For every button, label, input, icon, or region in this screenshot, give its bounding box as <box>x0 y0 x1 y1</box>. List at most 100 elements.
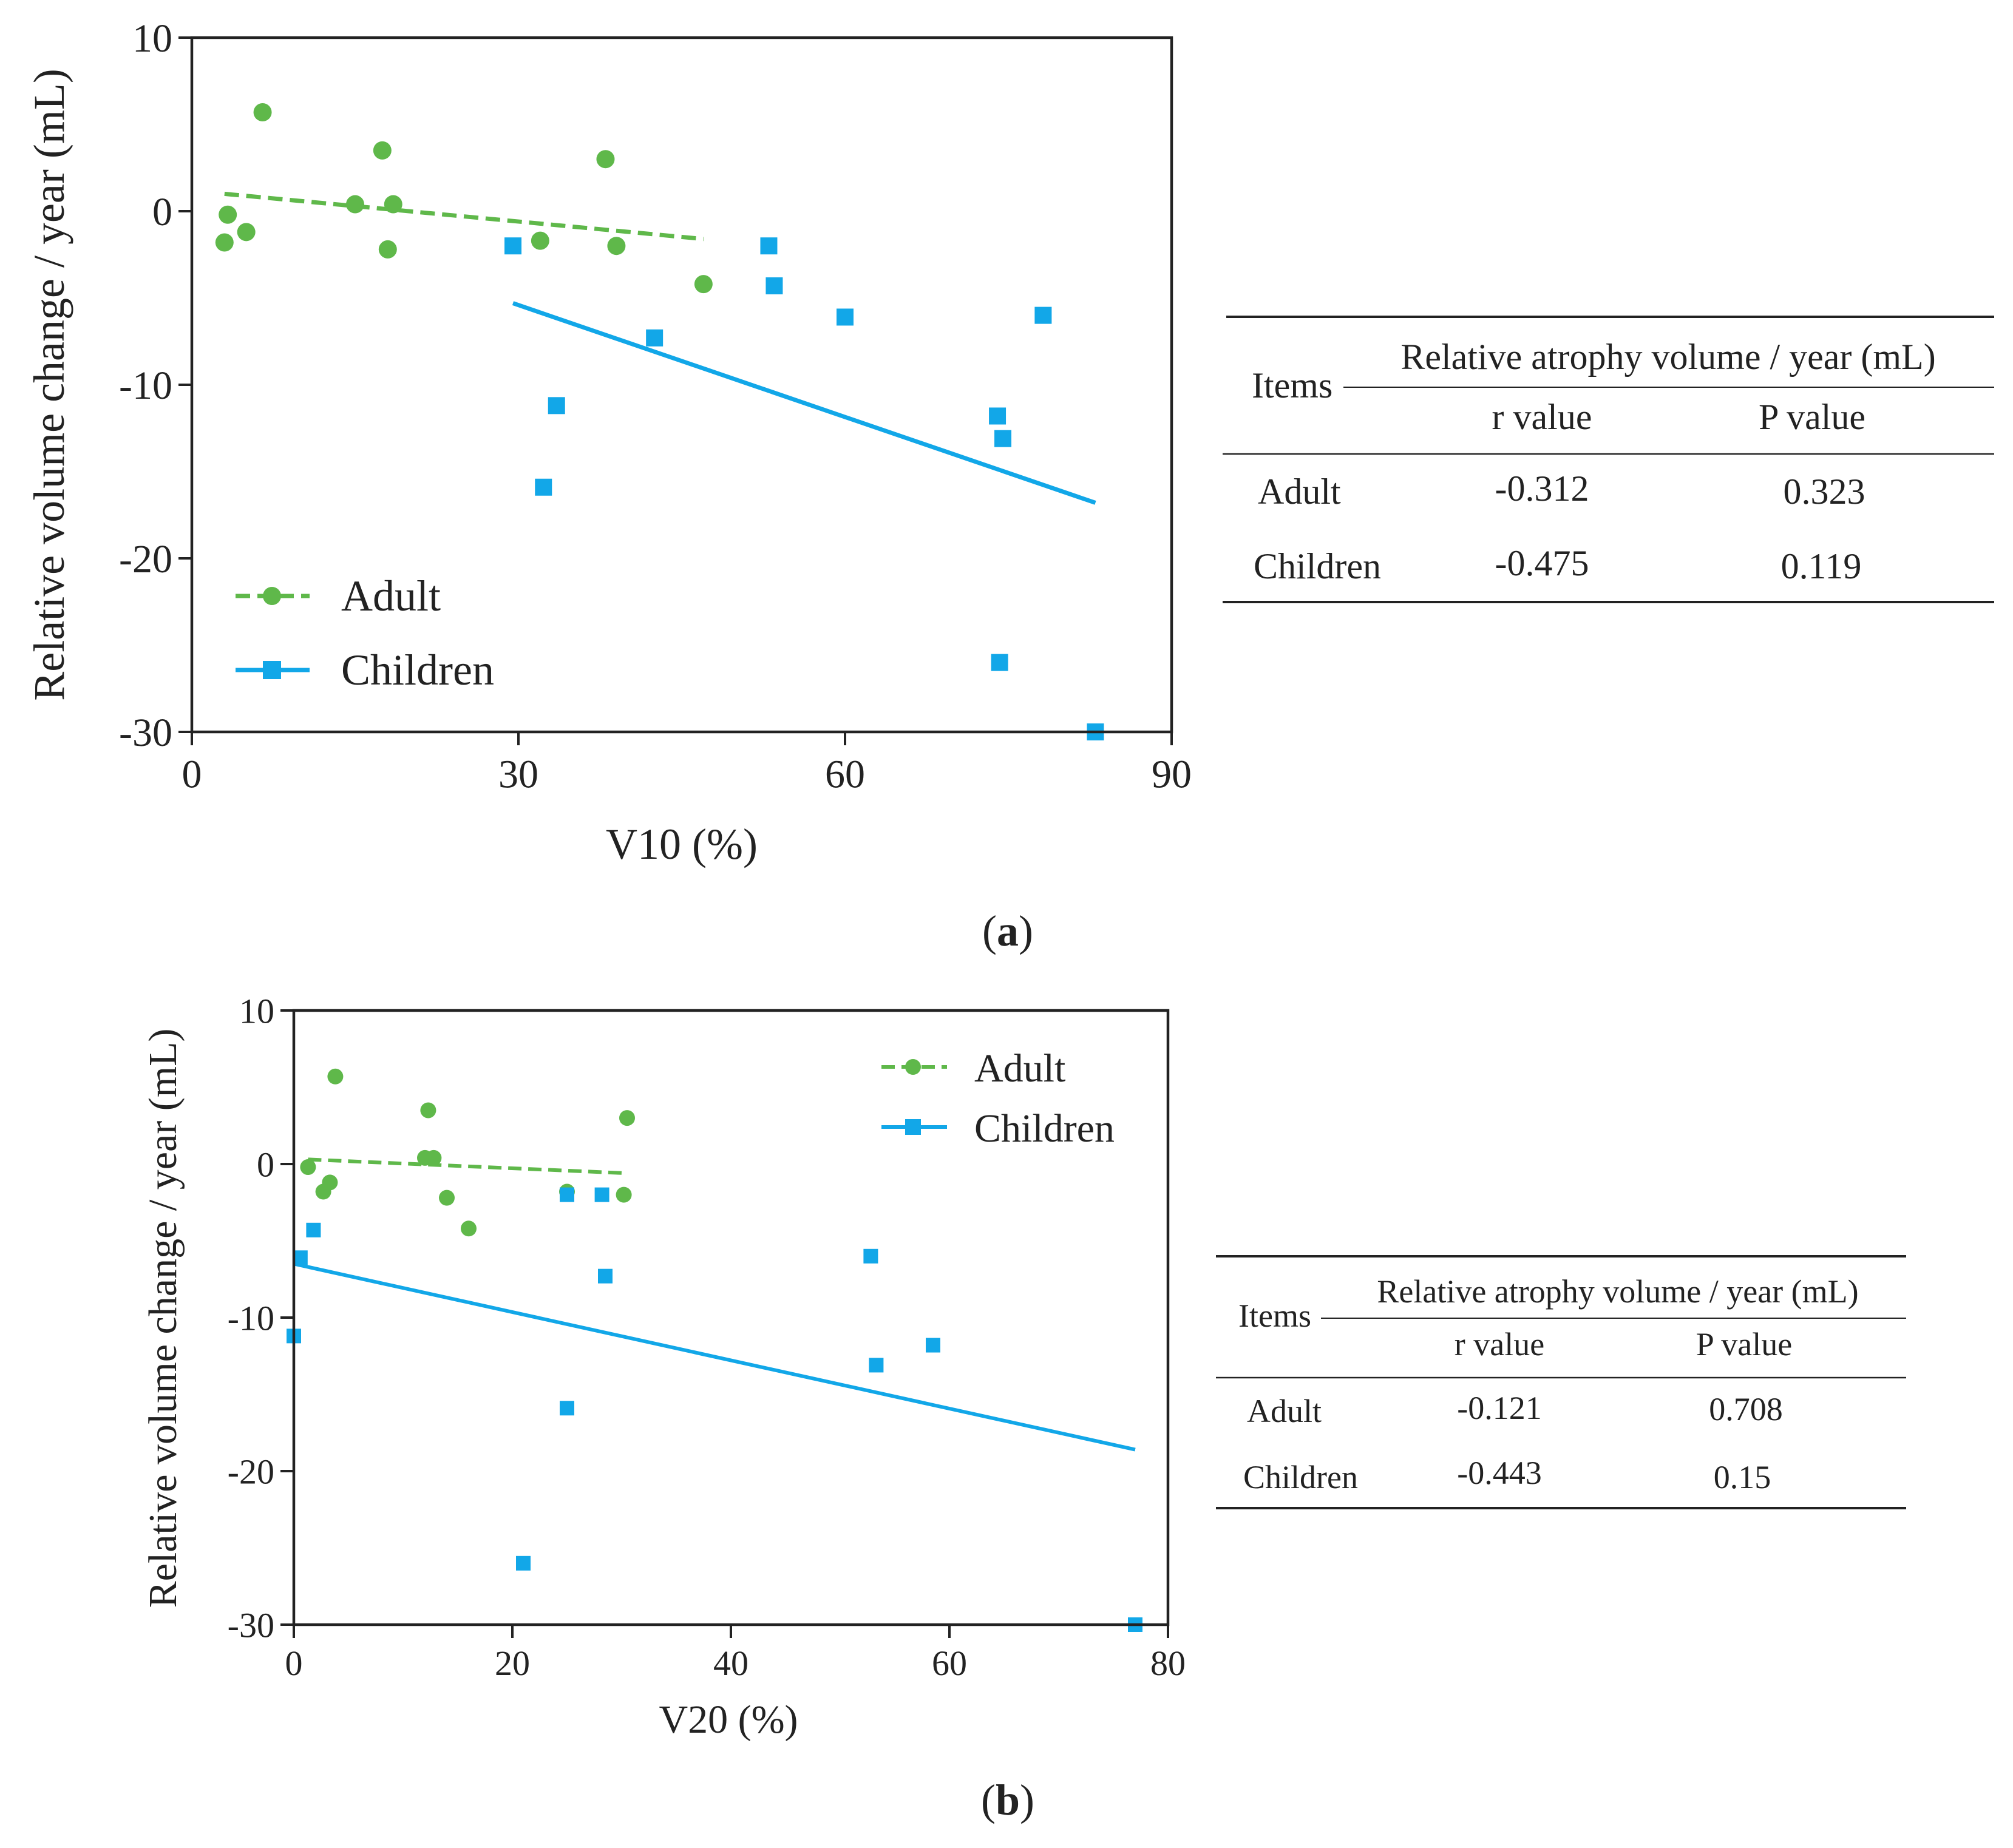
children-fit-line <box>512 301 1096 505</box>
panel-b-label: (b) <box>981 1776 1034 1824</box>
adult-point <box>378 240 397 259</box>
adult-point <box>531 231 549 250</box>
children-point <box>548 397 565 415</box>
table-a: Items Relative atrophy volume / year (mL… <box>1223 316 1994 603</box>
y-tick-label: -20 <box>119 537 172 581</box>
children-point <box>535 478 552 496</box>
table-a-row1-r: -0.312 <box>1495 469 1589 509</box>
table-b-row1-name: Adult <box>1247 1393 1322 1429</box>
adult-point <box>237 223 256 242</box>
adult-point <box>616 1186 632 1203</box>
adult-point <box>215 233 234 252</box>
y-tick-label: -20 <box>228 1452 274 1491</box>
panel-a: 0 30 60 90 -30 -20 -10 0 10 V10 (%) Relative vol… <box>25 16 1994 955</box>
y-tick-label: 0 <box>257 1145 274 1184</box>
table-b-row1-p: 0.708 <box>1709 1391 1783 1427</box>
legend-b-children-label: Children <box>974 1106 1115 1151</box>
adult-point <box>439 1190 455 1206</box>
table-b-row2-name: Children <box>1243 1459 1358 1495</box>
adult-point <box>607 237 626 256</box>
x-tick-label: 40 <box>713 1643 749 1683</box>
plot-a-ylabel: Relative volume change / year (mL) <box>25 69 73 701</box>
y-tick-label: -10 <box>119 364 172 408</box>
children-point <box>598 1268 613 1284</box>
adult-point <box>384 195 402 214</box>
table-b-row2-r: -0.443 <box>1457 1455 1541 1491</box>
plot-a-ticks: 0 30 60 90 -30 -20 -10 0 10 <box>119 16 1192 796</box>
children-point <box>646 329 664 347</box>
adult-point <box>596 150 615 169</box>
children-point <box>516 1555 531 1571</box>
adult-fit-line <box>308 1157 628 1176</box>
table-a-row1-p: 0.323 <box>1784 472 1865 512</box>
adult-point <box>300 1159 316 1176</box>
children-point <box>760 237 778 255</box>
adult-point <box>322 1174 338 1191</box>
children-point <box>926 1338 940 1353</box>
table-b: Items Relative atrophy volume / year (mL… <box>1216 1255 1906 1509</box>
children-point <box>765 277 783 294</box>
legend-a-children-marker <box>263 661 281 679</box>
y-tick-label: 10 <box>132 16 172 61</box>
children-point <box>837 308 854 326</box>
plot-b-legend: Adult Children <box>881 1046 1115 1151</box>
children-fit-line <box>293 1262 1136 1452</box>
table-a-group-header: Relative atrophy volume / year (mL) <box>1400 337 1935 377</box>
table-a-col-r: r value <box>1492 397 1592 437</box>
table-a-items-header: Items <box>1252 365 1332 405</box>
panel-a-label: (a) <box>982 907 1033 955</box>
table-b-col-r: r value <box>1455 1326 1544 1362</box>
adult-point <box>426 1149 442 1166</box>
panel-a-label-open: ( <box>982 907 997 955</box>
x-tick-label: 90 <box>1152 752 1192 796</box>
children-point <box>869 1358 884 1373</box>
adult-point <box>253 103 272 121</box>
children-point <box>560 1401 574 1416</box>
x-tick-label: 0 <box>285 1643 303 1683</box>
children-point <box>991 654 1008 671</box>
adult-fit-line <box>224 191 704 242</box>
plot-b-ylabel: Relative volume change / year (mL) <box>141 1029 185 1608</box>
y-tick-label: 10 <box>239 991 274 1031</box>
adult-point <box>327 1068 344 1085</box>
table-b-row2-p: 0.15 <box>1714 1459 1771 1495</box>
legend-b-children-marker <box>905 1119 921 1135</box>
y-tick-label: -30 <box>228 1605 274 1645</box>
children-point <box>560 1187 574 1202</box>
children-point <box>863 1248 878 1264</box>
panel-b: 0 20 40 60 80 -30 -20 -10 0 10 V20 (%) Relative v… <box>141 991 1906 1824</box>
adult-point <box>694 275 713 294</box>
x-tick-label: 60 <box>932 1643 967 1683</box>
plot-a-frame <box>190 36 1173 734</box>
adult-point <box>619 1110 635 1126</box>
plot-a-xlabel: V10 (%) <box>606 820 758 868</box>
adult-point <box>373 141 392 160</box>
plot-a-legend: Adult Children <box>236 572 494 694</box>
legend-b-adult-label: Adult <box>974 1046 1065 1091</box>
table-a-row2-name: Children <box>1254 546 1381 586</box>
plot-a-marks <box>215 103 1104 740</box>
table-a-row1-name: Adult <box>1258 472 1341 512</box>
adult-point <box>420 1102 436 1119</box>
table-b-group-header: Relative atrophy volume / year (mL) <box>1377 1273 1858 1310</box>
adult-point <box>461 1220 477 1237</box>
y-tick-label: -30 <box>119 711 172 755</box>
legend-a-adult-label: Adult <box>341 572 441 620</box>
table-b-row1-r: -0.121 <box>1457 1390 1541 1426</box>
plot-b-marks <box>287 1068 1142 1632</box>
panel-b-label-close: ) <box>1020 1776 1034 1824</box>
legend-a-adult-marker <box>263 587 281 605</box>
y-tick-label: 0 <box>152 190 172 234</box>
panel-b-label-letter: b <box>996 1776 1020 1824</box>
children-point <box>293 1250 308 1265</box>
plot-b-ticks: 0 20 40 60 80 -30 -20 -10 0 10 <box>228 991 1186 1683</box>
x-tick-label: 80 <box>1150 1643 1186 1683</box>
table-b-col-p: P value <box>1696 1326 1792 1362</box>
table-a-col-p: P value <box>1759 397 1865 437</box>
table-a-row2-r: -0.475 <box>1495 543 1589 583</box>
panel-a-label-close: ) <box>1019 907 1033 955</box>
legend-a-children-label: Children <box>341 646 494 694</box>
children-point <box>504 237 522 255</box>
table-a-row2-p: 0.119 <box>1781 546 1862 586</box>
